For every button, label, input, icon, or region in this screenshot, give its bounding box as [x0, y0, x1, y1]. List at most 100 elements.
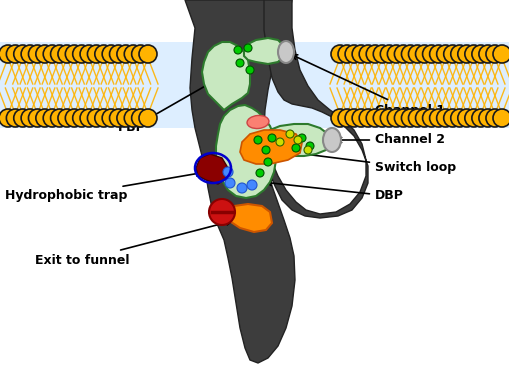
Circle shape [0, 109, 17, 127]
Circle shape [422, 45, 440, 63]
Circle shape [246, 180, 257, 190]
Circle shape [80, 45, 98, 63]
Circle shape [102, 45, 120, 63]
Circle shape [87, 109, 105, 127]
Bar [0, 42, 509, 128]
Circle shape [286, 130, 293, 138]
Circle shape [485, 109, 503, 127]
Circle shape [478, 45, 496, 63]
Circle shape [275, 138, 284, 146]
Circle shape [380, 109, 398, 127]
Circle shape [408, 109, 426, 127]
Circle shape [29, 109, 46, 127]
Circle shape [236, 59, 243, 67]
Circle shape [387, 45, 405, 63]
Circle shape [36, 45, 54, 63]
Circle shape [21, 45, 39, 63]
Polygon shape [264, 0, 367, 218]
Circle shape [109, 45, 127, 63]
Text: PBP: PBP [118, 75, 223, 134]
Circle shape [345, 45, 362, 63]
Text: DBP: DBP [266, 181, 403, 202]
Circle shape [73, 109, 91, 127]
Text: Exit to funnel: Exit to funnel [35, 220, 231, 266]
Circle shape [305, 142, 314, 150]
Circle shape [58, 45, 76, 63]
Circle shape [415, 109, 433, 127]
Circle shape [0, 45, 17, 63]
Circle shape [365, 109, 383, 127]
Text: Channel 2: Channel 2 [336, 134, 444, 146]
Circle shape [457, 109, 475, 127]
Circle shape [471, 45, 489, 63]
Circle shape [485, 45, 503, 63]
Circle shape [124, 45, 142, 63]
Circle shape [393, 109, 412, 127]
Circle shape [380, 45, 398, 63]
Text: Channel 1: Channel 1 [292, 55, 444, 117]
Polygon shape [243, 38, 284, 64]
Circle shape [124, 109, 142, 127]
Circle shape [29, 45, 46, 63]
Circle shape [224, 178, 235, 188]
Circle shape [245, 66, 253, 74]
Circle shape [6, 109, 24, 127]
Circle shape [131, 109, 149, 127]
Polygon shape [240, 130, 301, 164]
Circle shape [58, 109, 76, 127]
Circle shape [80, 109, 98, 127]
Circle shape [262, 146, 269, 154]
Circle shape [464, 109, 482, 127]
Text: Switch loop: Switch loop [292, 151, 455, 174]
Circle shape [358, 109, 377, 127]
Circle shape [365, 45, 383, 63]
Polygon shape [202, 42, 249, 110]
Circle shape [95, 109, 112, 127]
Circle shape [345, 109, 362, 127]
Polygon shape [185, 0, 294, 363]
Circle shape [297, 134, 305, 142]
Circle shape [443, 109, 461, 127]
Circle shape [43, 109, 61, 127]
Polygon shape [225, 204, 271, 232]
Circle shape [139, 45, 157, 63]
Circle shape [373, 45, 390, 63]
Circle shape [222, 167, 233, 177]
Circle shape [351, 45, 370, 63]
Circle shape [401, 109, 418, 127]
Ellipse shape [277, 41, 293, 63]
Circle shape [358, 45, 377, 63]
Circle shape [293, 136, 301, 144]
Polygon shape [195, 154, 228, 184]
Circle shape [464, 45, 482, 63]
Circle shape [471, 109, 489, 127]
Circle shape [6, 45, 24, 63]
Circle shape [387, 109, 405, 127]
Ellipse shape [246, 116, 268, 128]
Text: Hydrophobic trap: Hydrophobic trap [5, 171, 201, 202]
Circle shape [408, 45, 426, 63]
Circle shape [330, 45, 348, 63]
Circle shape [337, 45, 355, 63]
Circle shape [450, 45, 468, 63]
Circle shape [95, 45, 112, 63]
Circle shape [102, 109, 120, 127]
Circle shape [457, 45, 475, 63]
Circle shape [87, 45, 105, 63]
Circle shape [65, 45, 83, 63]
Circle shape [330, 109, 348, 127]
Circle shape [139, 109, 157, 127]
Circle shape [131, 45, 149, 63]
Circle shape [429, 45, 447, 63]
Circle shape [243, 44, 251, 52]
Circle shape [429, 109, 447, 127]
Circle shape [478, 109, 496, 127]
Circle shape [21, 109, 39, 127]
Circle shape [292, 144, 299, 152]
Ellipse shape [322, 128, 341, 152]
Circle shape [73, 45, 91, 63]
Circle shape [234, 46, 242, 54]
Circle shape [492, 45, 509, 63]
Circle shape [50, 45, 68, 63]
Circle shape [256, 169, 264, 177]
